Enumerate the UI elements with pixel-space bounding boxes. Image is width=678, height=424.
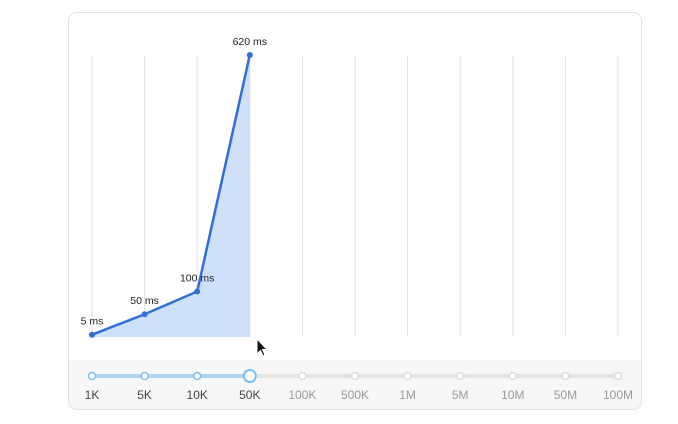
- slider-panel: [69, 360, 641, 409]
- slider-stop[interactable]: [508, 371, 518, 381]
- value-label: 100 ms: [180, 272, 214, 284]
- slider-stop[interactable]: [140, 371, 149, 381]
- data-point: [89, 331, 95, 338]
- slider-stop[interactable]: [192, 371, 202, 381]
- slider-stop[interactable]: [350, 371, 360, 381]
- slider-label[interactable]: 100K: [288, 388, 316, 402]
- slider-stop[interactable]: [87, 371, 97, 381]
- slider-stop[interactable]: [561, 371, 570, 381]
- data-point: [194, 288, 201, 295]
- slider-label[interactable]: 500K: [341, 388, 369, 402]
- area: [92, 55, 250, 337]
- slider-label[interactable]: 1K: [85, 388, 100, 402]
- grid: [91, 55, 619, 337]
- slider-handle[interactable]: [242, 369, 257, 383]
- plot: 5 ms 50 ms 100 ms 620 ms: [81, 36, 267, 338]
- mouse-cursor: [256, 337, 269, 357]
- slider-label[interactable]: 100M: [603, 388, 633, 402]
- slider[interactable]: 1K 5K 10K 50K 100K 500K 1M 5M 10M 50M 100M: [85, 369, 633, 402]
- slider-label[interactable]: 50M: [554, 388, 577, 402]
- slider-stop[interactable]: [403, 371, 412, 381]
- slider-label[interactable]: 5M: [452, 388, 469, 402]
- data-point: [246, 52, 253, 58]
- slider-label[interactable]: 10K: [187, 388, 208, 402]
- data-point: [141, 311, 148, 318]
- slider-stop[interactable]: [298, 371, 307, 381]
- slider-label[interactable]: 10M: [501, 388, 524, 402]
- value-label: 50 ms: [130, 295, 159, 307]
- slider-label[interactable]: 50K: [239, 388, 260, 402]
- value-label: 5 ms: [81, 316, 104, 328]
- slider-stop[interactable]: [613, 371, 623, 381]
- slider-stop[interactable]: [455, 371, 465, 381]
- value-label: 620 ms: [233, 36, 267, 48]
- line: [91, 54, 252, 336]
- slider-label[interactable]: 5K: [137, 388, 152, 402]
- slider-label[interactable]: 1M: [399, 388, 416, 402]
